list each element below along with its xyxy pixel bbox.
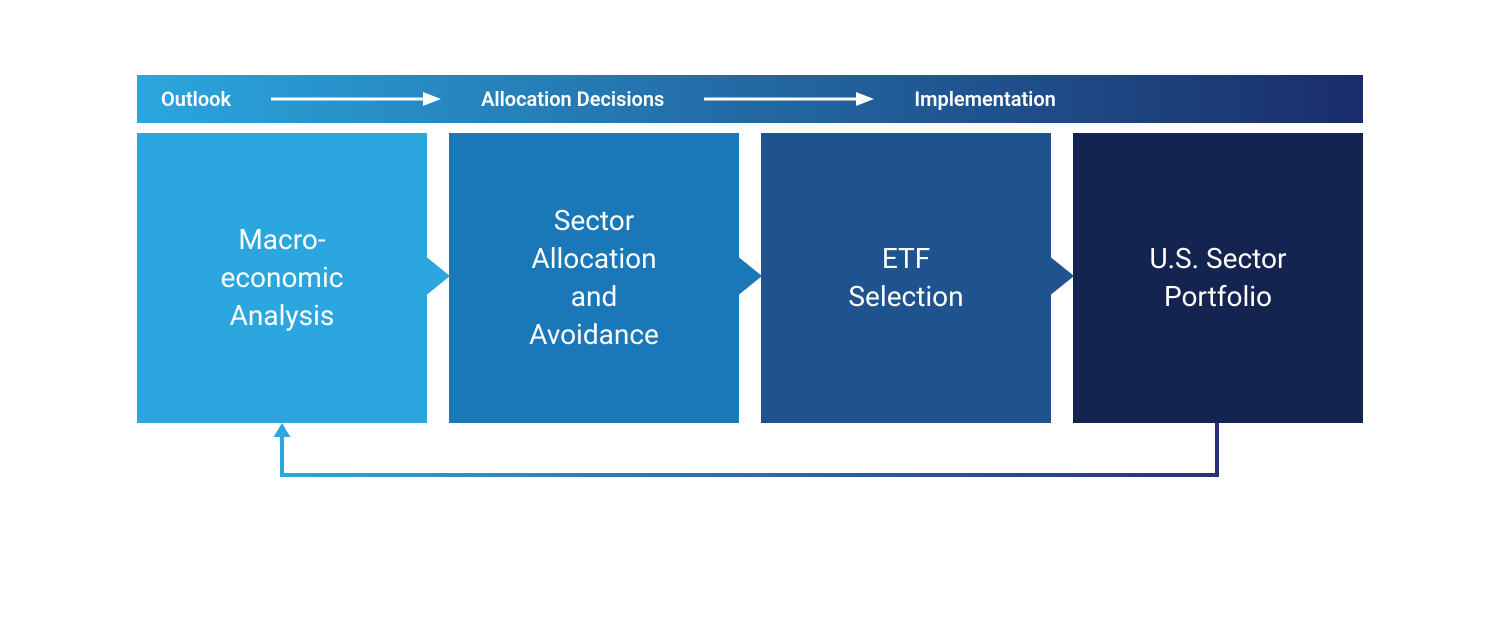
process-box-1: SectorAllocationandAvoidance [449, 133, 739, 423]
chevron-icon [736, 255, 762, 301]
header-label-implementation: Implementation [914, 87, 1056, 111]
process-box-2: ETFSelection [761, 133, 1051, 423]
process-box-3: U.S. SectorPortfolio [1073, 133, 1363, 423]
header-arrow-2 [704, 91, 874, 107]
process-box-0: Macro-economicAnalysis [137, 133, 427, 423]
chevron-icon [1048, 255, 1074, 301]
feedback-loop-arrow [137, 423, 1363, 493]
header-bar: Outlook Allocation Decisions Implementat… [137, 75, 1363, 123]
header-arrow-1 [271, 91, 441, 107]
header-label-outlook: Outlook [161, 87, 231, 111]
chevron-icon [424, 255, 450, 301]
process-boxes-row: Macro-economicAnalysisSectorAllocationan… [137, 133, 1363, 423]
header-label-allocation: Allocation Decisions [481, 87, 664, 111]
process-diagram: Outlook Allocation Decisions Implementat… [137, 75, 1363, 493]
